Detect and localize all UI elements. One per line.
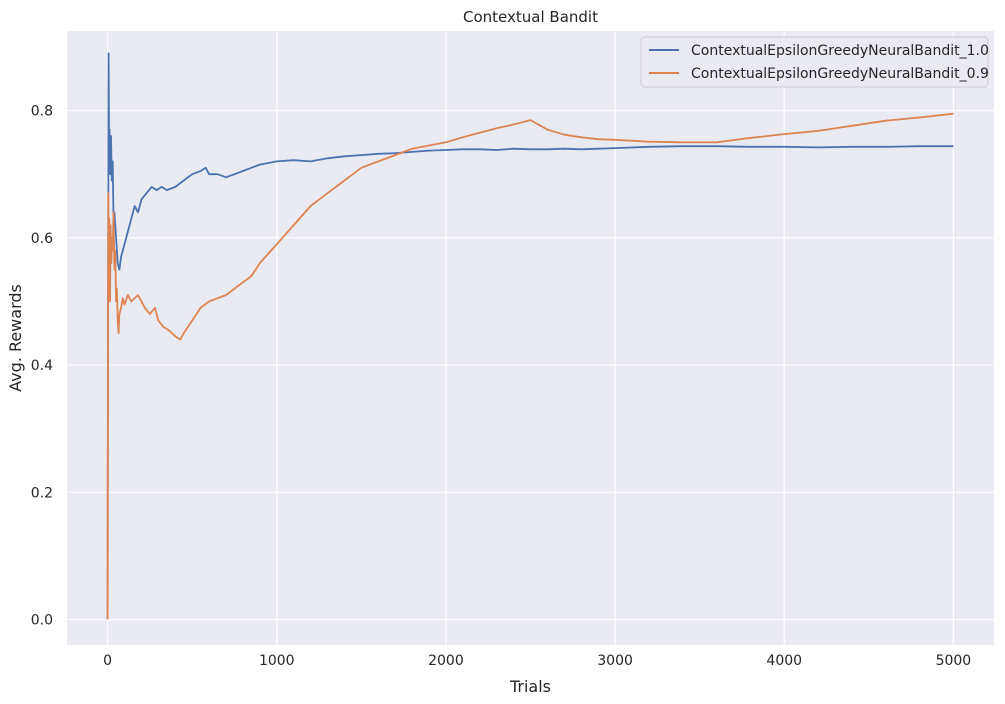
x-tick-label: 2000	[428, 653, 464, 669]
x-axis-label: Trials	[509, 677, 551, 696]
series-layer	[106, 52, 954, 620]
x-tick-label: 4000	[766, 653, 802, 669]
y-tick-label: 0.2	[31, 485, 53, 501]
plot-area	[67, 31, 994, 645]
legend: ContextualEpsilonGreedyNeuralBandit_1.0 C…	[640, 36, 989, 88]
legend-label-1: ContextualEpsilonGreedyNeuralBandit_1.0	[691, 43, 989, 59]
grid	[67, 31, 994, 645]
y-axis-label: Avg. Rewards	[6, 284, 25, 392]
x-tick-label: 5000	[936, 653, 972, 669]
legend-label-2: ContextualEpsilonGreedyNeuralBandit_0.9	[691, 66, 989, 82]
legend-box	[640, 36, 989, 88]
x-tick-label: 3000	[597, 653, 633, 669]
y-tick-label: 0.4	[31, 358, 53, 374]
x-tick-label: 1000	[259, 653, 295, 669]
y-tick-label: 0.0	[31, 613, 53, 629]
y-tick-label: 0.8	[31, 104, 53, 120]
y-axis-ticks: 0.0 0.2 0.4 0.6 0.8	[31, 104, 53, 629]
chart-title: Contextual Bandit	[463, 8, 598, 26]
y-tick-label: 0.6	[31, 231, 53, 247]
series-line-2	[106, 112, 954, 620]
series-line-1	[106, 52, 954, 620]
x-tick-label: 0	[103, 653, 112, 669]
x-axis-ticks: 0 1000 2000 3000 4000 5000	[103, 653, 971, 669]
